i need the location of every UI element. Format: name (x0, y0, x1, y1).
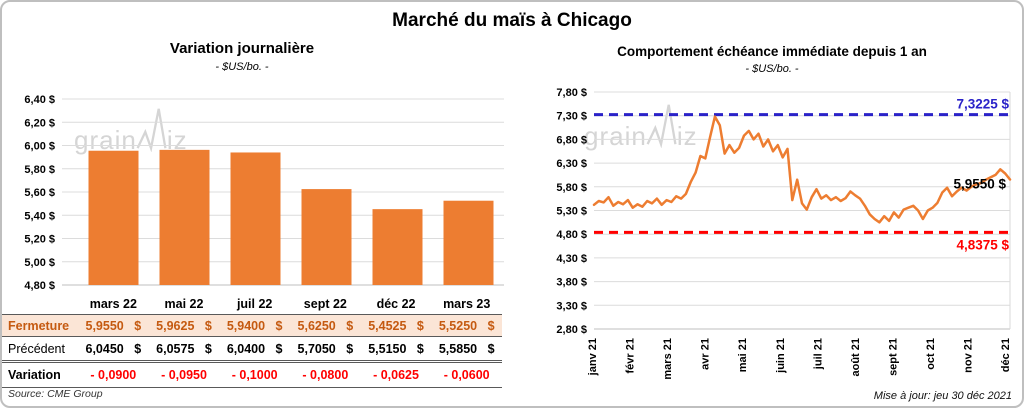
x-tick-label: nov 21 (963, 338, 975, 373)
watermark-text-left: grain (584, 121, 647, 151)
watermark-zigzag-icon (646, 104, 677, 148)
column-header: mai 22 (164, 296, 204, 311)
value-cell: - 0,0625 (373, 368, 419, 382)
y-tick-label: 5,80 $ (556, 182, 587, 194)
bar-juil 22 (230, 152, 281, 285)
value-cell: - 0,0800 (302, 368, 349, 382)
bar-mai 22 (159, 149, 210, 285)
y-tick-label: 6,30 $ (556, 158, 587, 170)
page-title: Marché du maïs à Chicago (392, 10, 632, 31)
y-tick-label: 5,40 $ (24, 210, 55, 222)
table-row: Précédent 6,0450 $ 6,0575 $ 6,0400 $ 5,7050 … (2, 337, 502, 363)
source-note: Source: CME Group (8, 388, 103, 400)
value-cell: - 0,0950 (161, 368, 207, 382)
line-chart-title: Comportement échéance immédiate depuis 1… (617, 44, 927, 59)
x-tick-label: oct 21 (925, 338, 937, 370)
y-tick-label: 6,00 $ (24, 141, 55, 153)
value-cell: - 0,0600 (443, 368, 490, 382)
y-tick-label: 2,80 $ (556, 324, 587, 336)
x-tick-label: juin 21 (775, 338, 787, 374)
value-cell: 5,6250 $ (297, 318, 354, 333)
table-row: Variation - 0,0900 - 0,0950 - 0,1000 - 0,080… (2, 363, 502, 388)
x-tick-label: juil 21 (812, 338, 824, 370)
y-tick-label: 7,80 $ (556, 87, 587, 99)
y-tick-label: 5,00 $ (24, 257, 55, 269)
value-cell: 5,5850 $ (438, 341, 495, 356)
last-price-label: 5,9550 $ (953, 176, 1006, 191)
value-cell: 5,9550 $ (85, 318, 142, 333)
line-chart-subtitle: - $US/bo. - (745, 63, 799, 75)
grainwiz-watermark: grain iz (74, 106, 188, 153)
y-tick-label: 5,20 $ (24, 234, 55, 246)
bar-chart-title: Variation journalière (169, 40, 315, 57)
x-tick-label: sept 21 (887, 338, 899, 376)
y-tick-label: 3,30 $ (556, 300, 587, 312)
watermark-text-right: iz (676, 121, 698, 151)
high-reference-label: 7,3225 $ (956, 97, 1009, 112)
watermark-text-right: iz (166, 125, 188, 155)
x-tick-label: août 21 (850, 338, 862, 377)
x-tick-label: déc 21 (1000, 338, 1012, 372)
value-cell: 5,9625 $ (156, 318, 212, 333)
x-tick-label: mars 21 (662, 338, 674, 380)
bar-sept 22 (301, 189, 352, 285)
x-tick-label: mai 21 (737, 338, 749, 372)
price-line (592, 115, 1012, 224)
bar-mars 23 (443, 200, 494, 285)
table-header-row: mars 22 mai 22 juil 22 sept 22 déc 22 mars 23 (2, 293, 502, 314)
update-date-note: Mise à jour: jeu 30 déc 2021 (873, 390, 1012, 402)
daily-variation-bar-chart: 4,80 $ 5,00 $ 5,20 $ 5,40 $ 5,60 $ 5,80 $ 6,00… (24, 94, 504, 292)
immediate-maturity-line-chart: 2,80 $ 3,30 $ 3,80 $ 4,30 $ 4,80 $ 5,30 $ 5,80… (556, 87, 1012, 380)
value-cell: 5,5150 $ (368, 341, 424, 356)
value-cell: 6,0450 $ (85, 341, 142, 356)
row-label: Variation (8, 368, 61, 382)
value-cell: 5,9400 $ (226, 318, 283, 333)
value-cell: 6,0575 $ (156, 341, 212, 356)
value-cell: 5,4525 $ (368, 318, 424, 333)
bar-mars 22 (88, 150, 139, 285)
low-reference-label: 4,8375 $ (956, 237, 1009, 252)
y-tick-label: 6,40 $ (24, 94, 55, 106)
y-tick-label: 7,30 $ (556, 111, 587, 123)
y-tick-label: 6,20 $ (24, 117, 55, 129)
column-header: mars 22 (89, 296, 137, 311)
y-tick-label: 3,80 $ (556, 277, 587, 289)
value-cell: 5,7050 $ (297, 341, 354, 356)
y-tick-label: 4,30 $ (556, 253, 587, 265)
table-row: Fermeture 5,9550 $ 5,9625 $ 5,9400 $ 5,6250 … (2, 314, 502, 337)
watermark-text-left: grain (74, 125, 137, 155)
x-tick-label: avr 21 (700, 338, 712, 370)
y-tick-label: 5,60 $ (24, 187, 55, 199)
futures-price-table: mars 22 mai 22 juil 22 sept 22 déc 22 mars 23… (2, 293, 502, 388)
value-cell: 6,0400 $ (226, 341, 283, 356)
value-cell: - 0,1000 (231, 368, 278, 382)
column-header: sept 22 (303, 296, 347, 311)
bar-déc 22 (372, 209, 423, 285)
value-cell: 5,5250 $ (438, 318, 495, 333)
x-tick-label: févr 21 (625, 338, 637, 373)
row-label: Fermeture (8, 318, 70, 333)
y-tick-label: 4,80 $ (24, 280, 55, 292)
row-label: Précédent (8, 341, 65, 356)
y-tick-label: 5,80 $ (24, 164, 55, 176)
grainwiz-watermark: grain iz (584, 102, 698, 149)
bar-chart-subtitle: - $US/bo. - (215, 61, 269, 73)
y-tick-label: 4,80 $ (556, 229, 587, 241)
column-header: juil 22 (236, 296, 273, 311)
y-tick-label: 5,30 $ (556, 206, 587, 218)
column-header: déc 22 (376, 296, 416, 311)
value-cell: - 0,0900 (90, 368, 137, 382)
y-tick-label: 6,80 $ (556, 134, 587, 146)
x-tick-label: janv 21 (587, 338, 599, 376)
column-header: mars 23 (443, 296, 491, 311)
